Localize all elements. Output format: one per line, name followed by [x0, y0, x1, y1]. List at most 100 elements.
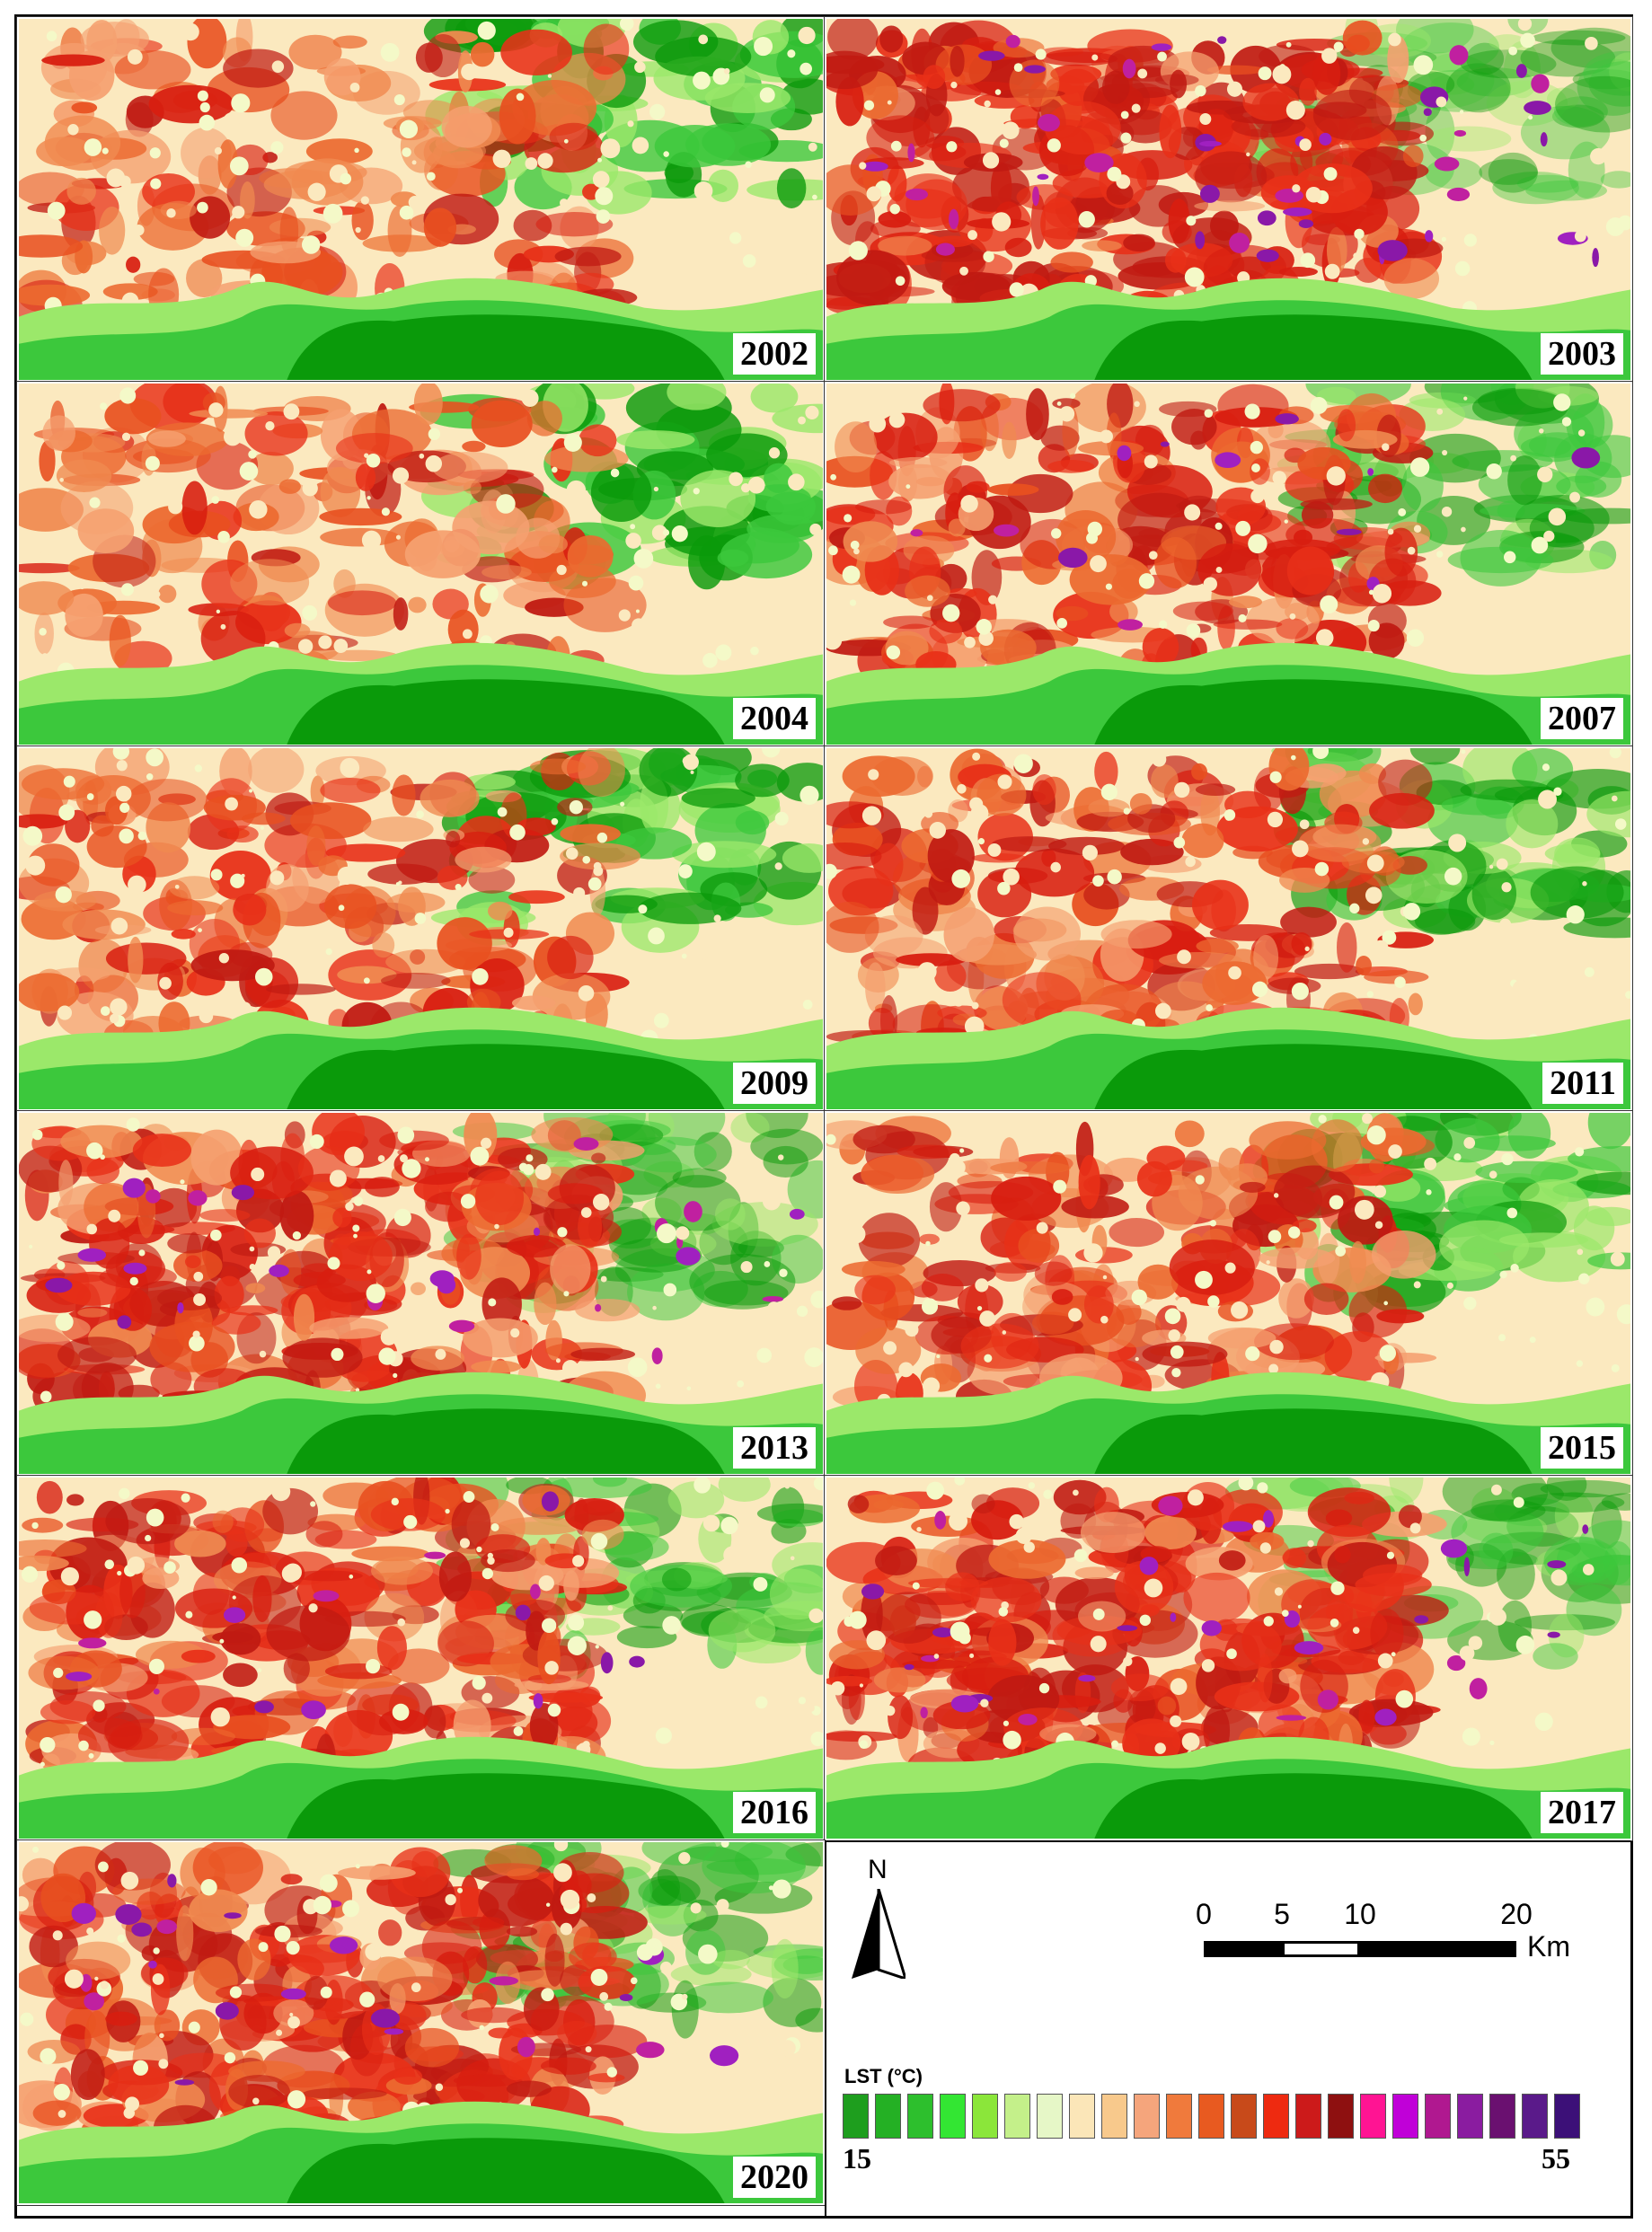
speckle [194, 764, 203, 772]
speckle [650, 970, 667, 987]
speckle [219, 1638, 225, 1644]
speckle [1383, 1301, 1389, 1306]
speckle [638, 904, 648, 914]
heat-patch [372, 932, 395, 958]
speckle [590, 1968, 608, 1986]
speckle [1036, 1222, 1048, 1234]
heat-patch [244, 411, 308, 456]
hotspot-patch [254, 1700, 274, 1714]
legend-swatch [972, 2094, 998, 2139]
heat-patch [1162, 220, 1192, 244]
speckle [1023, 1541, 1035, 1553]
speckle [55, 1312, 74, 1331]
speckle [890, 140, 902, 152]
heat-patch [991, 836, 1067, 852]
speckle [1444, 1727, 1454, 1739]
speckle [853, 548, 860, 555]
speckle [581, 580, 588, 587]
speckle [488, 1298, 497, 1307]
heat-patch [1196, 938, 1239, 954]
heat-patch [971, 1494, 995, 1514]
heat-patch [1030, 194, 1046, 250]
speckle [1489, 1608, 1506, 1626]
speckle [778, 1154, 784, 1160]
heat-patch [1250, 1531, 1285, 1551]
speckle [587, 1892, 596, 1902]
speckle [1582, 1564, 1595, 1575]
hotspot-patch [1018, 1714, 1038, 1725]
heat-patch [444, 535, 460, 552]
vegetation-patch [681, 788, 755, 808]
speckle [779, 2040, 796, 2057]
heat-patch [233, 893, 267, 926]
speckle [108, 1209, 121, 1222]
speckle [936, 1354, 941, 1359]
speckle [765, 981, 782, 998]
heat-patch [451, 1498, 491, 1549]
year-label: 2003 [1541, 333, 1623, 375]
speckle [969, 1653, 975, 1659]
speckle [560, 1889, 580, 1910]
speckle [1144, 1578, 1163, 1598]
speckle [1137, 68, 1148, 79]
speckle [523, 1164, 534, 1176]
speckle [620, 801, 625, 807]
speckle [235, 228, 254, 247]
heat-patch [58, 1160, 74, 1206]
hotspot-patch [1469, 1678, 1488, 1699]
speckle [538, 1575, 554, 1592]
speckle [596, 832, 608, 843]
heat-patch [420, 779, 480, 817]
hotspot-patch [861, 161, 888, 172]
heat-patch [189, 409, 269, 419]
speckle [895, 276, 906, 287]
speckle [1459, 110, 1464, 114]
speckle [1134, 401, 1140, 408]
speckle [1402, 903, 1421, 921]
speckle [666, 2034, 677, 2045]
heat-patch [508, 890, 565, 904]
vegetation-patch [1466, 42, 1505, 75]
heat-patch [452, 500, 530, 555]
speckle [63, 775, 75, 788]
speckle [997, 881, 1011, 895]
speckle [1187, 1489, 1204, 1506]
speckle [435, 2083, 444, 2092]
heat-patch [280, 1874, 303, 1885]
heat-patch [44, 115, 121, 171]
vegetation-patch [1497, 1548, 1535, 1601]
speckle [153, 590, 161, 598]
heat-patch [462, 440, 486, 453]
speckle [553, 1863, 572, 1883]
speckle [606, 2067, 617, 2078]
speckle [693, 488, 700, 495]
speckle [1553, 787, 1562, 796]
hotspot-patch [329, 1936, 358, 1954]
heat-patch [537, 1629, 561, 1685]
heat-patch [408, 596, 427, 613]
speckle [631, 644, 650, 664]
speckle [762, 1192, 781, 1211]
speckle [1056, 617, 1068, 629]
heat-patch [481, 1548, 535, 1573]
heat-patch [1157, 1696, 1177, 1716]
speckle [693, 71, 711, 90]
heat-patch [325, 843, 406, 862]
hotspot-patch [280, 1988, 306, 2000]
heat-patch [1191, 763, 1208, 781]
speckle [1173, 836, 1186, 849]
speckle [1245, 1345, 1260, 1362]
speckle [392, 467, 410, 484]
speckle [826, 1134, 836, 1145]
speckle [271, 60, 285, 73]
speckle [1310, 397, 1328, 414]
speckle [460, 1194, 476, 1209]
speckle [1329, 1195, 1344, 1210]
speckle [287, 2090, 306, 2109]
heat-patch [1282, 1548, 1307, 1568]
heat-patch [544, 1933, 565, 1987]
speckle [781, 578, 785, 584]
heat-patch [1291, 931, 1312, 956]
speckle [1047, 138, 1061, 153]
speckle [1391, 1652, 1396, 1657]
